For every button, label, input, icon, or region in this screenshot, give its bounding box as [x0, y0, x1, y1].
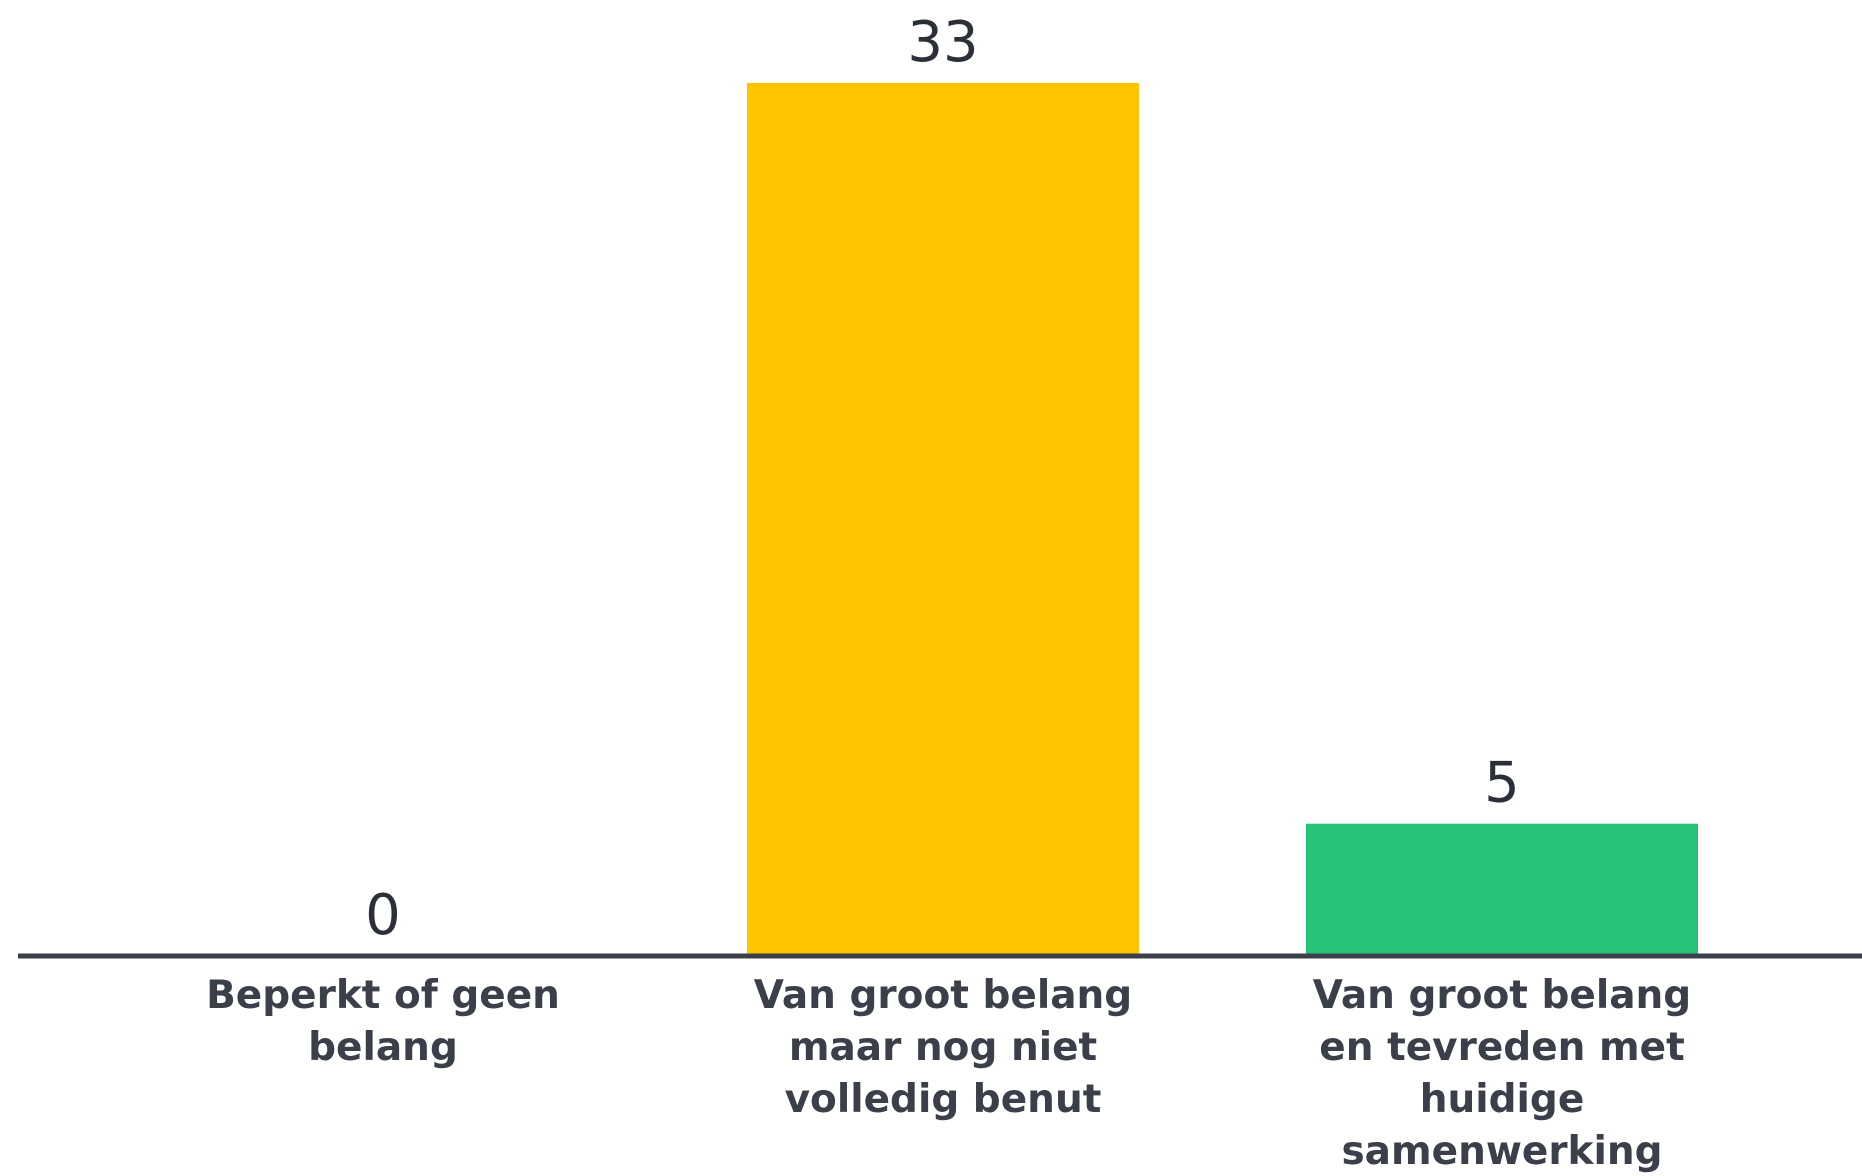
category-label-line: Van groot belang	[754, 973, 1132, 1018]
bar-3	[1306, 823, 1698, 956]
bar-2	[747, 83, 1139, 956]
category-labels-group: Beperkt of geen belang Van groot belang maa…	[206, 973, 1691, 1174]
bars-group	[747, 83, 1698, 956]
category-label-2: Van groot belang maar nog niet volledig be…	[754, 973, 1132, 1122]
value-label-1: 0	[365, 883, 401, 948]
category-label-line: Van groot belang	[1313, 973, 1691, 1018]
category-label-line: maar nog niet	[789, 1025, 1097, 1070]
category-label-line: samenwerking	[1341, 1129, 1662, 1174]
category-label-line: volledig benut	[785, 1077, 1102, 1122]
category-label-line: Beperkt of geen	[206, 973, 560, 1018]
category-label-3: Van groot belang en tevreden met huidige sa…	[1313, 973, 1691, 1174]
value-label-2: 33	[907, 10, 978, 75]
category-label-1: Beperkt of geen belang	[206, 973, 560, 1070]
value-labels-group: 0 33 5	[365, 10, 1520, 948]
category-label-line: belang	[308, 1025, 458, 1070]
value-label-3: 5	[1484, 751, 1520, 816]
category-label-line: en tevreden met	[1319, 1025, 1684, 1070]
category-label-line: huidige	[1420, 1077, 1585, 1122]
